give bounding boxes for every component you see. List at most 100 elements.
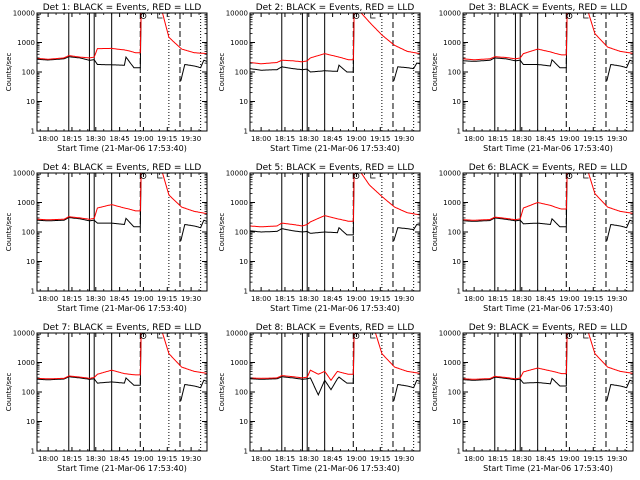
series-events-line [180,219,207,242]
y-axis-label: Counts/sec [431,53,439,92]
y-tick-label: 1 [31,448,35,456]
x-tick-label: 19:15 [157,135,177,143]
series-events-line [393,62,420,82]
y-tick-label: 10 [452,418,461,426]
y-tick-label: 10 [452,258,461,266]
plot-area [250,173,420,291]
x-tick-label: 18:30 [86,135,106,143]
y-tick-label: 1 [457,448,461,456]
series-lld-line [463,333,633,380]
y-tick-label: 1000 [17,39,35,47]
x-tick-label: 18:15 [62,135,82,143]
series-lld-line [37,173,207,221]
x-tick-label: 18:00 [38,295,58,303]
x-tick-label: 19:00 [346,295,366,303]
x-tick-label: 19:15 [583,455,603,463]
x-axis-label: Start Time (21-Mar-06 17:53:40) [270,304,400,313]
series-events-line [463,13,568,69]
panel-title: Det 6: BLACK = Events, RED = LLD [469,163,628,173]
panel-det-7: Det 7: BLACK = Events, RED = LLD 1 10 100 10… [5,323,208,473]
y-tick-label: 1000 [17,199,35,207]
y-tick-label: 100 [22,69,35,77]
y-tick-label: 10 [26,98,35,106]
x-tick-label: 19:30 [394,135,414,143]
plot-frame [36,332,208,452]
y-tick-label: 1 [457,288,461,296]
panel-det-1: Det 1: BLACK = Events, RED = LLD 1 10 100 10… [5,3,208,153]
x-tick-label: 18:30 [86,455,106,463]
y-tick-label: 100 [448,389,461,397]
panel-title: Det 1: BLACK = Events, RED = LLD [43,3,202,13]
x-tick-label: 18:15 [488,295,508,303]
x-axis-label: Start Time (21-Mar-06 17:53:40) [270,144,400,153]
x-tick-label: 18:45 [536,295,556,303]
x-tick-label: 18:30 [86,295,106,303]
x-axis-label: Start Time (21-Mar-06 17:53:40) [483,144,613,153]
marker-bracket [157,173,163,179]
x-tick-label: 19:30 [394,295,414,303]
x-tick-label: 18:15 [275,135,295,143]
plot-frame [249,12,421,132]
x-tick-label: 18:00 [38,135,58,143]
series-events-line [463,333,568,387]
x-tick-label: 19:00 [346,455,366,463]
x-tick-label: 18:30 [512,295,532,303]
y-axis-label: Counts/sec [431,213,439,252]
x-tick-label: 19:15 [370,135,390,143]
x-tick-label: 18:15 [62,295,82,303]
x-tick-label: 19:15 [157,455,177,463]
y-tick-label: 10000 [13,10,35,18]
x-tick-label: 19:00 [346,135,366,143]
y-tick-label: 1000 [230,359,248,367]
y-tick-label: 100 [235,389,248,397]
x-tick-label: 18:45 [323,295,343,303]
x-tick-label: 18:00 [251,135,271,143]
plot-frame [462,12,634,132]
x-tick-label: 19:30 [607,455,627,463]
x-tick-label: 18:45 [536,135,556,143]
y-tick-label: 100 [22,389,35,397]
y-tick-label: 10 [239,98,248,106]
x-tick-label: 18:30 [512,455,532,463]
plot-area [463,333,633,451]
x-axis-label: Start Time (21-Mar-06 17:53:40) [57,304,187,313]
x-tick-label: 19:00 [133,455,153,463]
panel-det-8: Det 8: BLACK = Events, RED = LLD 1 10 100 10… [218,323,421,473]
x-tick-label: 19:00 [559,295,579,303]
panel-title: Det 7: BLACK = Events, RED = LLD [43,323,202,333]
plot-frame [462,332,634,452]
series-lld-line [250,13,420,65]
marker-bracket [583,333,589,339]
y-tick-label: 10 [239,258,248,266]
y-tick-label: 1000 [17,359,35,367]
x-tick-label: 18:45 [323,455,343,463]
series-events-line [606,219,633,242]
y-tick-label: 1000 [443,359,461,367]
x-axis-label: Start Time (21-Mar-06 17:53:40) [483,304,613,313]
plot-frame [462,172,634,292]
y-axis-label: Counts/sec [5,373,13,412]
series-lld-line [250,333,420,382]
panel-det-4: Det 4: BLACK = Events, RED = LLD 1 10 100 10… [5,163,208,313]
plot-area [463,13,633,131]
x-tick-label: 18:15 [488,455,508,463]
marker-bracket [583,173,589,179]
x-tick-label: 19:00 [559,135,579,143]
x-tick-label: 18:45 [110,455,130,463]
panel-title: Det 8: BLACK = Events, RED = LLD [256,323,415,333]
panel-det-5: Det 5: BLACK = Events, RED = LLD 1 10 100 10… [218,163,421,313]
y-tick-label: 1000 [443,199,461,207]
x-tick-label: 19:00 [559,455,579,463]
x-tick-label: 18:00 [464,455,484,463]
plot-frame [36,12,208,132]
x-tick-label: 18:30 [299,295,319,303]
series-lld-line [463,13,633,61]
plot-area [37,173,207,291]
y-tick-label: 1 [457,128,461,136]
series-events-line [463,173,568,228]
series-lld-line [37,333,207,380]
y-axis-label: Counts/sec [5,213,13,252]
series-lld-line [250,173,420,228]
x-tick-label: 19:00 [133,135,153,143]
